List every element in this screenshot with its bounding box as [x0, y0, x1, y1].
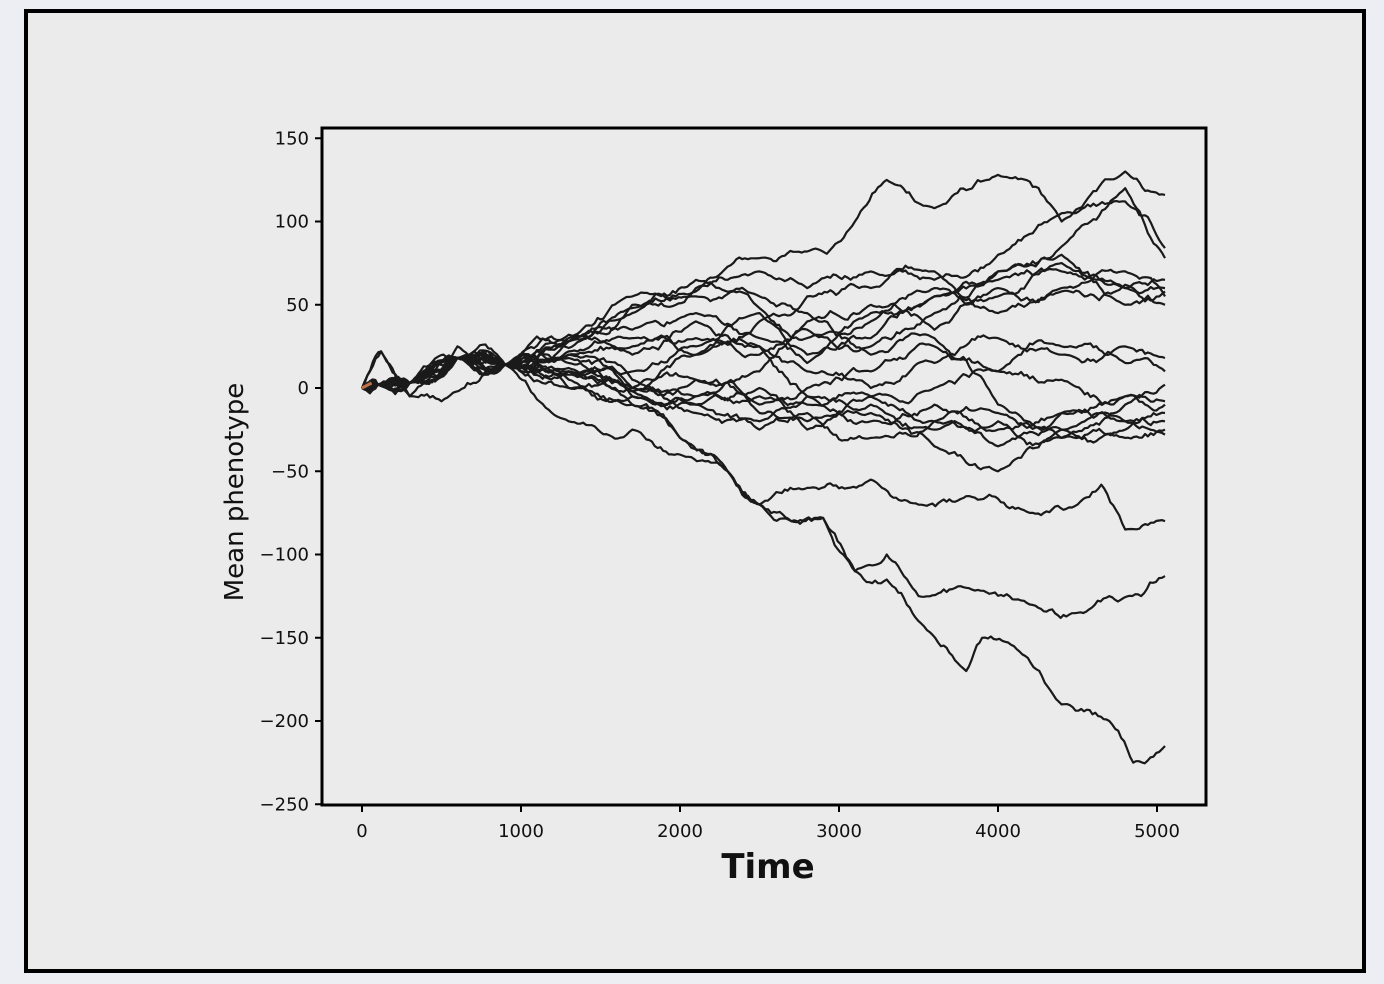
y-tick-label: 150: [275, 128, 309, 149]
series-line: [361, 351, 1166, 619]
series-line: [361, 283, 1166, 391]
y-tick-label: −50: [271, 461, 309, 482]
series-line: [362, 356, 1166, 531]
y-tick-label: −150: [260, 628, 309, 649]
figure-frame: [24, 9, 1366, 973]
y-tick-label: −250: [260, 794, 309, 815]
series-line: [361, 267, 1166, 403]
x-tick-label: 2000: [657, 821, 703, 842]
series-line: [361, 320, 1166, 436]
y-axis: 150 100 50 0 −50 −100 −150 −200 −250: [260, 128, 322, 815]
x-tick-label: 4000: [975, 821, 1021, 842]
y-tick-label: 0: [298, 378, 309, 399]
x-tick-label: 1000: [498, 821, 544, 842]
series-line: [361, 200, 1166, 390]
x-tick-label: 0: [356, 821, 367, 842]
x-axis-label: Time: [721, 847, 814, 887]
initial-segment: [361, 381, 373, 390]
y-axis-label: Mean phenotype: [220, 383, 250, 602]
x-axis: 0 1000 2000 3000 4000 5000: [356, 805, 1180, 842]
y-tick-label: 100: [275, 212, 309, 233]
series-lines: [360, 170, 1166, 765]
x-tick-label: 5000: [1134, 821, 1180, 842]
series-line: [361, 262, 1166, 391]
series-line: [361, 264, 1166, 392]
x-tick-label: 3000: [816, 821, 862, 842]
series-line: [361, 353, 1166, 448]
y-tick-label: −100: [260, 545, 309, 566]
y-tick-label: 50: [286, 295, 309, 316]
y-tick-label: −200: [260, 711, 309, 732]
series-line: [361, 356, 1166, 765]
series-line: [360, 278, 1166, 432]
plot-area-border: [320, 126, 1208, 807]
